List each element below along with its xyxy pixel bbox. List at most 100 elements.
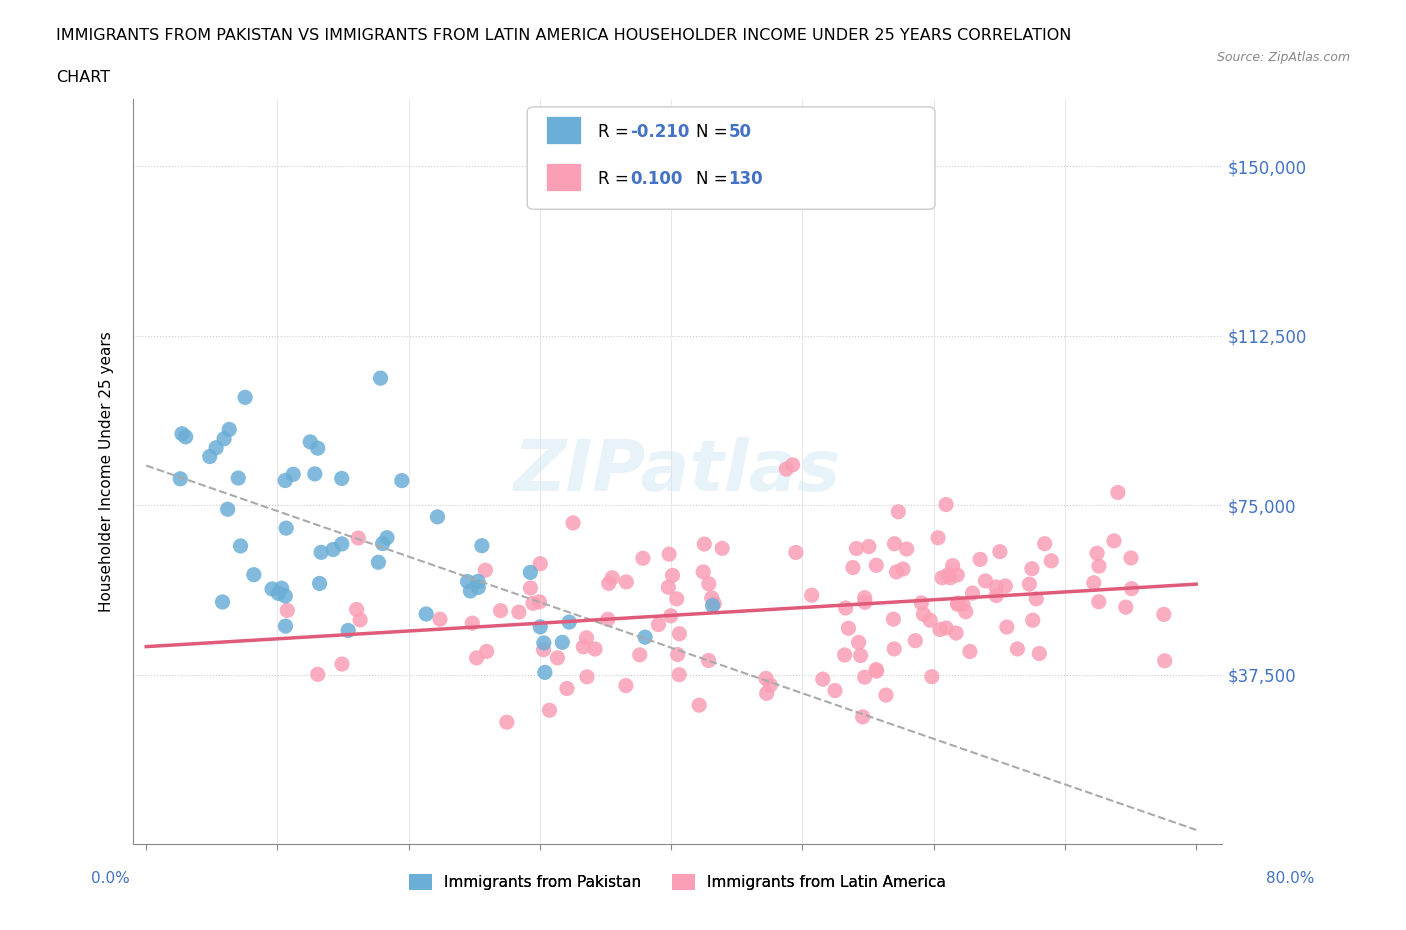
Point bbox=[330, 537, 353, 551]
Point bbox=[519, 580, 541, 595]
Point bbox=[304, 467, 326, 482]
Point bbox=[270, 581, 292, 596]
Point bbox=[800, 588, 823, 603]
Point bbox=[330, 471, 353, 485]
Point bbox=[533, 635, 555, 650]
Point bbox=[865, 558, 887, 573]
Point bbox=[931, 570, 953, 585]
Point bbox=[211, 594, 233, 609]
Point bbox=[883, 642, 905, 657]
Point bbox=[205, 440, 228, 455]
Point bbox=[415, 606, 437, 621]
Point bbox=[702, 598, 724, 613]
Point bbox=[631, 551, 654, 565]
Point bbox=[1022, 613, 1045, 628]
Point bbox=[946, 596, 969, 611]
Point bbox=[785, 545, 807, 560]
Text: CHART: CHART bbox=[56, 70, 110, 85]
Point bbox=[1121, 581, 1143, 596]
Text: N =: N = bbox=[696, 123, 733, 141]
Point bbox=[598, 576, 620, 591]
Point bbox=[307, 667, 329, 682]
Point bbox=[555, 681, 578, 696]
Point bbox=[1153, 654, 1175, 669]
Point bbox=[974, 574, 997, 589]
Point bbox=[952, 597, 974, 612]
Point bbox=[668, 667, 690, 682]
Point bbox=[755, 671, 778, 685]
Point bbox=[465, 650, 488, 665]
Point bbox=[572, 640, 595, 655]
Point bbox=[661, 568, 683, 583]
Point bbox=[891, 562, 914, 577]
Point bbox=[866, 664, 889, 679]
Point bbox=[886, 565, 908, 579]
Point bbox=[853, 670, 876, 684]
Point bbox=[700, 591, 723, 605]
Point bbox=[174, 430, 197, 445]
Point bbox=[276, 603, 298, 618]
Point bbox=[920, 613, 942, 628]
Point bbox=[1018, 577, 1040, 591]
Point bbox=[1083, 576, 1105, 591]
Point bbox=[371, 536, 394, 551]
Point bbox=[274, 618, 297, 633]
Text: IMMIGRANTS FROM PAKISTAN VS IMMIGRANTS FROM LATIN AMERICA HOUSEHOLDER INCOME UND: IMMIGRANTS FROM PAKISTAN VS IMMIGRANTS F… bbox=[56, 28, 1071, 43]
Point bbox=[614, 678, 637, 693]
Point bbox=[558, 615, 581, 630]
Point bbox=[775, 461, 797, 476]
Point bbox=[575, 631, 598, 645]
Point bbox=[1040, 553, 1063, 568]
Text: 0.0%: 0.0% bbox=[91, 871, 131, 886]
Text: R =: R = bbox=[598, 169, 634, 188]
Point bbox=[217, 502, 239, 517]
Point bbox=[307, 441, 329, 456]
Point bbox=[169, 472, 191, 486]
Point bbox=[1119, 551, 1142, 565]
Point bbox=[529, 619, 551, 634]
Point bbox=[170, 426, 193, 441]
Point bbox=[309, 545, 332, 560]
Point bbox=[811, 671, 834, 686]
Point bbox=[658, 547, 681, 562]
Point bbox=[226, 471, 249, 485]
Point bbox=[274, 589, 297, 604]
Point bbox=[883, 537, 905, 551]
Point bbox=[697, 577, 720, 591]
Point bbox=[391, 473, 413, 488]
Point bbox=[546, 650, 568, 665]
Point bbox=[562, 515, 585, 530]
Point bbox=[935, 497, 957, 512]
Point bbox=[834, 601, 856, 616]
Point bbox=[845, 541, 868, 556]
Point bbox=[665, 591, 688, 606]
Point bbox=[460, 583, 482, 598]
Point bbox=[467, 580, 489, 595]
Text: ZIPatlаs: ZIPatlаs bbox=[515, 437, 841, 506]
Point bbox=[936, 567, 959, 582]
Point bbox=[921, 670, 943, 684]
Legend: Immigrants from Pakistan, Immigrants from Latin America: Immigrants from Pakistan, Immigrants fro… bbox=[404, 868, 952, 897]
Point bbox=[955, 604, 977, 619]
Point bbox=[842, 560, 865, 575]
Point bbox=[600, 570, 623, 585]
Point bbox=[262, 581, 284, 596]
Point bbox=[471, 538, 494, 553]
Text: R =: R = bbox=[598, 123, 634, 141]
Point bbox=[457, 574, 479, 589]
Point bbox=[375, 530, 398, 545]
Point bbox=[1025, 591, 1047, 606]
Point bbox=[1088, 594, 1111, 609]
Point bbox=[276, 521, 298, 536]
Point bbox=[533, 643, 555, 658]
Point bbox=[467, 574, 489, 589]
Text: N =: N = bbox=[696, 169, 733, 188]
Point bbox=[711, 541, 734, 556]
Point bbox=[614, 575, 637, 590]
Point bbox=[962, 586, 984, 601]
Point bbox=[984, 579, 1007, 594]
Point bbox=[508, 604, 530, 619]
Point bbox=[1021, 562, 1043, 577]
Point bbox=[904, 633, 927, 648]
Point bbox=[495, 715, 517, 730]
